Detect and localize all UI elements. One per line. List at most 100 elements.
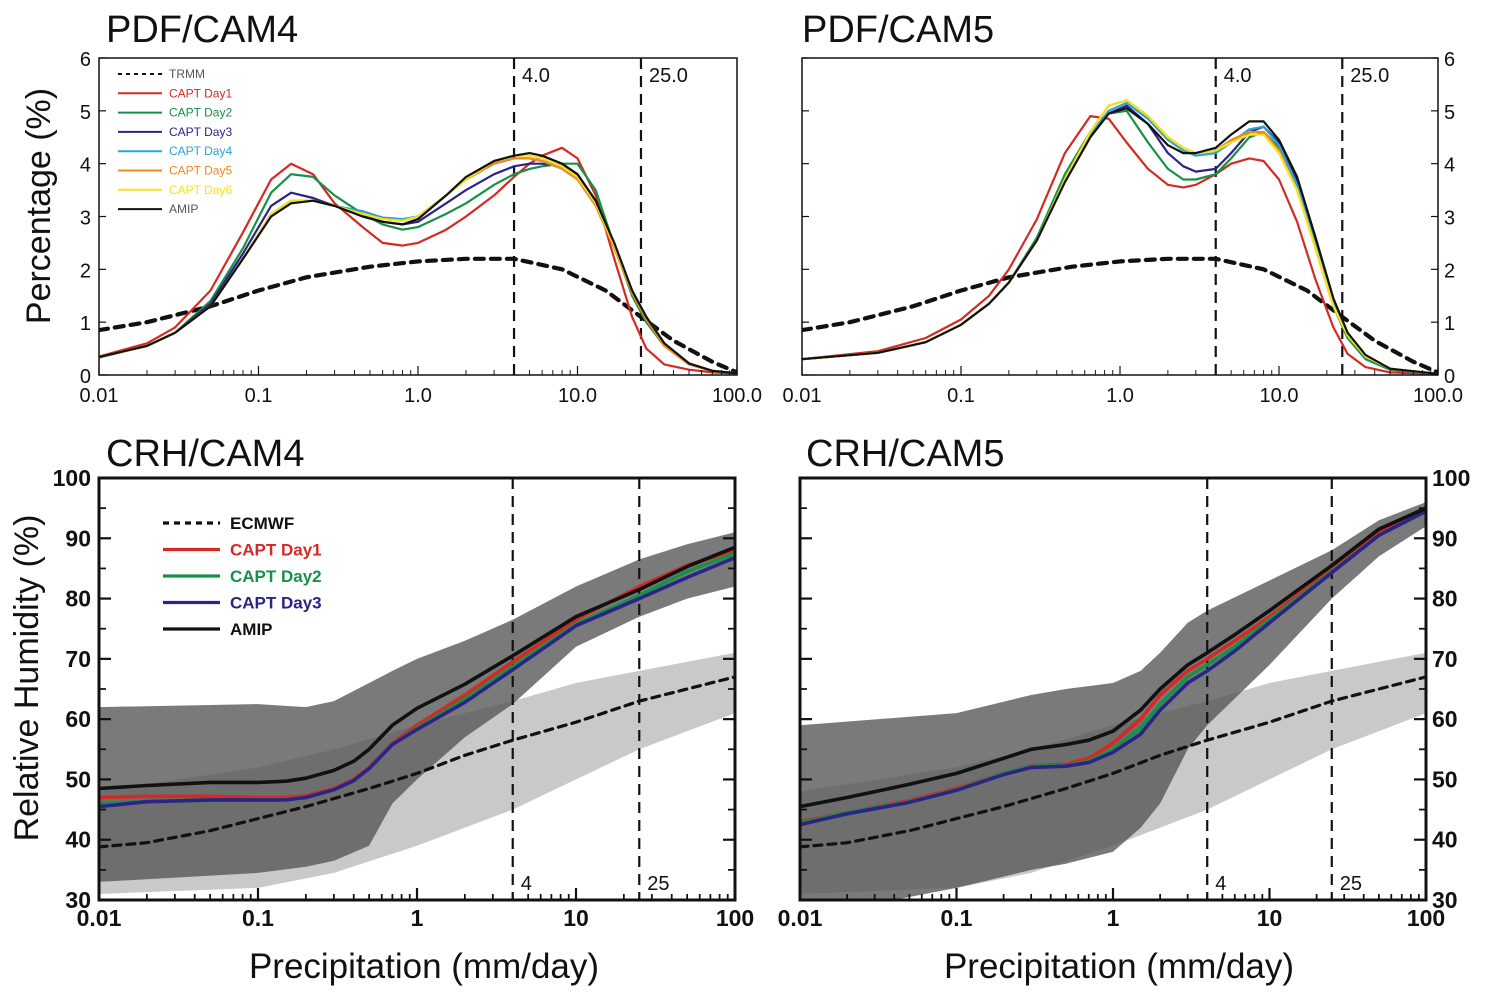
panel2-legend-label: AMIP — [230, 620, 273, 639]
panel0-y-tick-label: 1 — [80, 313, 91, 335]
panel-crh-cam4: CRH/CAM4 4 25 0.01 0.1 1 10 100 30 40 50 60 70 80 90 10… — [53, 433, 755, 931]
crh-cam5-x-axis-label: Precipitation (mm/day) — [944, 947, 1294, 986]
panel2-x-tick-label: 0.01 — [77, 905, 122, 931]
panel2-y-tick-label: 70 — [65, 646, 91, 672]
panel2-x-tick-label: 100 — [716, 905, 754, 931]
panel0-title: PDF/CAM4 — [106, 9, 298, 51]
panel0-x-tick-label: 1.0 — [404, 385, 432, 407]
panel2-legend-label: ECMWF — [230, 514, 294, 533]
panel-pdf-cam4: PDF/CAM4 4.0 25.0 0.01 0.1 1.0 10.0 100.0 0 1 2 3 4 5… — [80, 9, 763, 407]
panel0-y-tick-label: 4 — [80, 155, 91, 177]
panel2-x-tick-label: 0.1 — [242, 905, 274, 931]
panel1-y-tick-label-right: 3 — [1444, 208, 1455, 230]
panel2-plot-area — [99, 478, 735, 900]
panel-pdf-cam5: PDF/CAM5 4.0 25.0 0.01 0.1 1.0 10.0 100.00 1 2 3 4 5… — [783, 9, 1464, 407]
panel3-x-tick-label: 0.1 — [941, 905, 973, 931]
panel0-y-tick-label: 3 — [80, 208, 91, 230]
panel0-plot-area — [99, 58, 737, 375]
panel3-series-amip — [800, 506, 1426, 809]
panel0-y-tick-label: 2 — [80, 260, 91, 282]
panel0-series-trmm — [99, 256, 737, 375]
panel1-vline-label-25.0: 25.0 — [1350, 65, 1389, 87]
panel2-x-tick-label: 10 — [563, 905, 589, 931]
panel1-y-tick-label-right: 6 — [1444, 49, 1455, 71]
panel1-x-tick-label: 10.0 — [1260, 385, 1299, 407]
panel3-series-capt-day3 — [800, 509, 1426, 827]
panel3-y-tick-label-right: 70 — [1432, 646, 1458, 672]
panel1-x-tick-label: 1.0 — [1106, 385, 1134, 407]
panel2-series-capt-day3 — [99, 555, 735, 809]
panel1-title: PDF/CAM5 — [802, 9, 994, 51]
panel2-y-tick-label: 60 — [65, 706, 91, 732]
panel1-series-trmm — [802, 256, 1438, 375]
panel2-series-ecmwf — [99, 675, 735, 849]
panel2-legend: ECMWF CAPT Day1 CAPT Day2 CAPT Day3 AMIP — [163, 514, 322, 639]
panel1-plot-area — [802, 58, 1438, 375]
panel0-x-tick-label: 0.1 — [245, 385, 273, 407]
panel3-y-tick-label-right: 100 — [1432, 465, 1470, 491]
panel0-legend-label: CAPT Day1 — [169, 86, 232, 100]
panel3-x-tick-label: 0.01 — [778, 905, 823, 931]
panel3-y-tick-label-right: 50 — [1432, 766, 1458, 792]
panel1-x-tick-label: 0.1 — [947, 385, 975, 407]
panel3-x-tick-label: 10 — [1257, 905, 1283, 931]
panel0-x-tick-label: 0.01 — [80, 385, 119, 407]
panel3-vline-label-25: 25 — [1340, 873, 1362, 895]
panel2-x-tick-label: 1 — [411, 905, 424, 931]
panel0-vline-label-25.0: 25.0 — [649, 65, 688, 87]
panel2-legend-label: CAPT Day1 — [230, 541, 322, 560]
panel2-y-tick-label: 80 — [65, 586, 91, 612]
pdf-y-axis-label: Percentage (%) — [20, 88, 58, 324]
panel3-y-tick-label-right: 80 — [1432, 586, 1458, 612]
panel2-y-tick-label: 40 — [65, 827, 91, 853]
panel1-series-capt-day1 — [802, 115, 1438, 375]
panel1-y-tick-label-right: 4 — [1444, 155, 1455, 177]
panel0-series-capt-day2 — [99, 162, 737, 375]
panel0-series-capt-day1 — [99, 146, 737, 375]
panel0-x-tick-label: 10.0 — [558, 385, 597, 407]
panel0-legend-label: CAPT Day5 — [169, 164, 232, 178]
panel3-y-tick-label-right: 40 — [1432, 827, 1458, 853]
panel0-y-tick-label: 0 — [80, 366, 91, 388]
panel3-plot-area — [800, 478, 1426, 900]
axis-labels: Percentage (%) Relative Humidity (%) Pre… — [8, 88, 1294, 986]
panel1-y-tick-label-right: 1 — [1444, 313, 1455, 335]
panel1-x-tick-label: 100.0 — [1413, 385, 1463, 407]
panel2-vline-label-25: 25 — [647, 873, 669, 895]
panel1-y-tick-label-right: 0 — [1444, 366, 1455, 388]
panel1-y-tick-label-right: 2 — [1444, 260, 1455, 282]
panel0-legend: TRMM CAPT Day1 CAPT Day2 CAPT Day3 CAPT Day4… — [118, 67, 232, 216]
panel3-x-tick-label: 1 — [1107, 905, 1120, 931]
panel2-legend-label: CAPT Day3 — [230, 594, 322, 613]
panel3-y-tick-label-right: 30 — [1432, 887, 1458, 913]
panel0-legend-label: TRMM — [169, 67, 205, 81]
panel3-y-tick-label-right: 90 — [1432, 525, 1458, 551]
panel0-legend-label: CAPT Day2 — [169, 106, 232, 120]
panel2-y-tick-label: 50 — [65, 766, 91, 792]
panel1-vline-label-4.0: 4.0 — [1224, 65, 1252, 87]
panel0-legend-label: CAPT Day4 — [169, 144, 232, 158]
panel2-legend-label: CAPT Day2 — [230, 567, 322, 586]
panel2-title: CRH/CAM4 — [106, 433, 304, 475]
panel1-y-tick-label-right: 5 — [1444, 102, 1455, 124]
crh-y-axis-label: Relative Humidity (%) — [8, 515, 46, 842]
panel2-y-tick-label: 90 — [65, 525, 91, 551]
panel0-series-amip — [99, 152, 737, 375]
panel0-legend-label: AMIP — [169, 202, 198, 216]
panel3-title: CRH/CAM5 — [806, 433, 1004, 475]
panel2-y-tick-label: 30 — [65, 887, 91, 913]
panel0-legend-label: CAPT Day3 — [169, 125, 232, 139]
panel1-series-amip — [802, 107, 1438, 375]
panel0-x-tick-label: 100.0 — [712, 385, 762, 407]
panel0-y-tick-label: 5 — [80, 102, 91, 124]
panel3-series-ecmwf — [800, 675, 1426, 849]
panel0-legend-label: CAPT Day6 — [169, 183, 232, 197]
crh-cam4-x-axis-label: Precipitation (mm/day) — [249, 947, 599, 986]
panel2-vline-label-4: 4 — [521, 873, 532, 895]
panel0-y-tick-label: 6 — [80, 49, 91, 71]
panel0-vline-label-4.0: 4.0 — [522, 65, 550, 87]
panel1-x-tick-label: 0.01 — [783, 385, 822, 407]
